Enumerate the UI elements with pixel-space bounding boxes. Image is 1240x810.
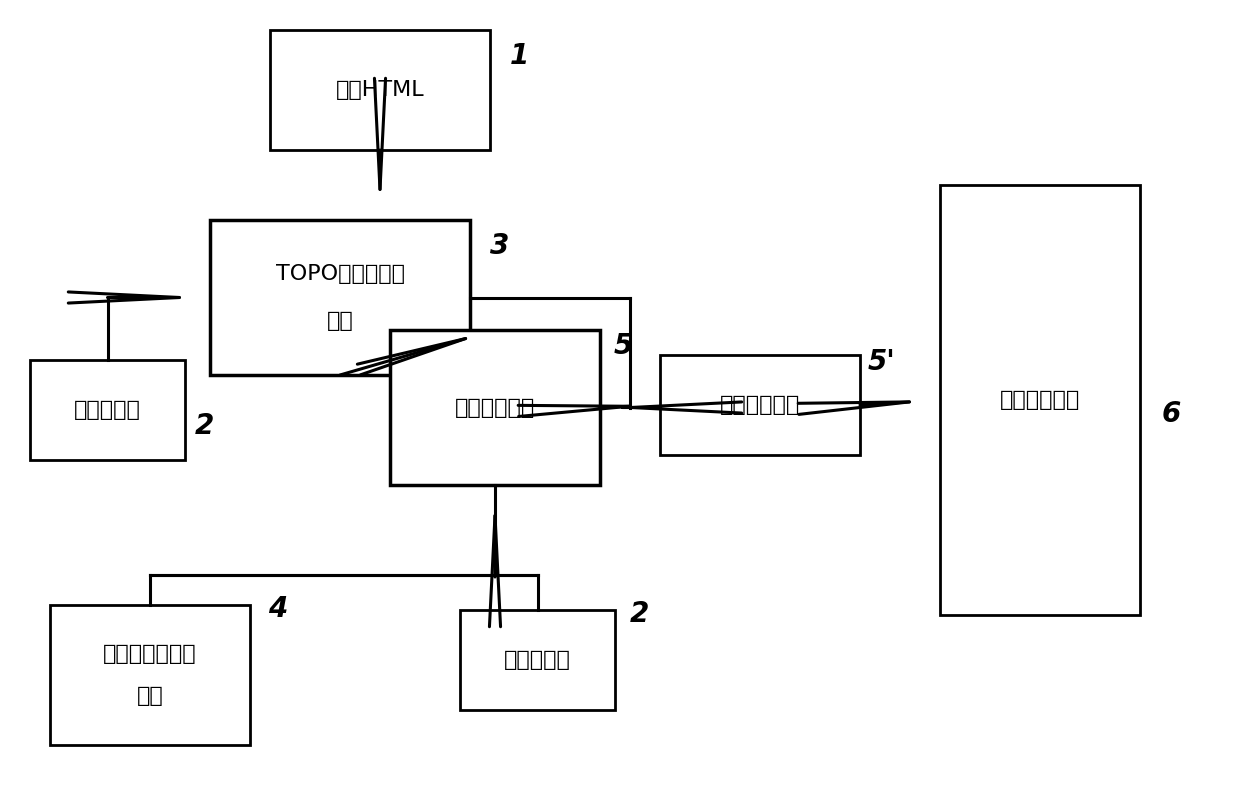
- Bar: [940, 185, 1140, 615]
- Text: 单元: 单元: [136, 686, 164, 706]
- Text: 前端HTML: 前端HTML: [336, 80, 424, 100]
- Bar: [660, 355, 861, 455]
- Bar: [30, 360, 185, 460]
- Text: 4: 4: [268, 595, 288, 623]
- Text: 模块: 模块: [326, 311, 353, 330]
- Text: 5': 5': [868, 348, 895, 376]
- Text: 6: 6: [1162, 400, 1182, 428]
- Text: 1: 1: [510, 42, 529, 70]
- Text: 2: 2: [630, 600, 650, 628]
- Text: 图形化接口: 图形化接口: [74, 400, 141, 420]
- Bar: [50, 605, 250, 745]
- Bar: [391, 330, 600, 485]
- Text: 3: 3: [490, 232, 510, 260]
- Bar: [210, 220, 470, 375]
- Text: 图形化接口: 图形化接口: [505, 650, 570, 670]
- Text: 流表类型数据集: 流表类型数据集: [103, 644, 197, 664]
- Text: 表单提交单元: 表单提交单元: [999, 390, 1080, 410]
- Text: 流表配置单元: 流表配置单元: [455, 398, 536, 417]
- Bar: [460, 610, 615, 710]
- Text: TOPO关联关系图: TOPO关联关系图: [275, 264, 404, 284]
- Text: 5: 5: [614, 332, 634, 360]
- Text: 数据处理单元: 数据处理单元: [720, 395, 800, 415]
- Text: 2: 2: [195, 412, 215, 440]
- Bar: [270, 30, 490, 150]
